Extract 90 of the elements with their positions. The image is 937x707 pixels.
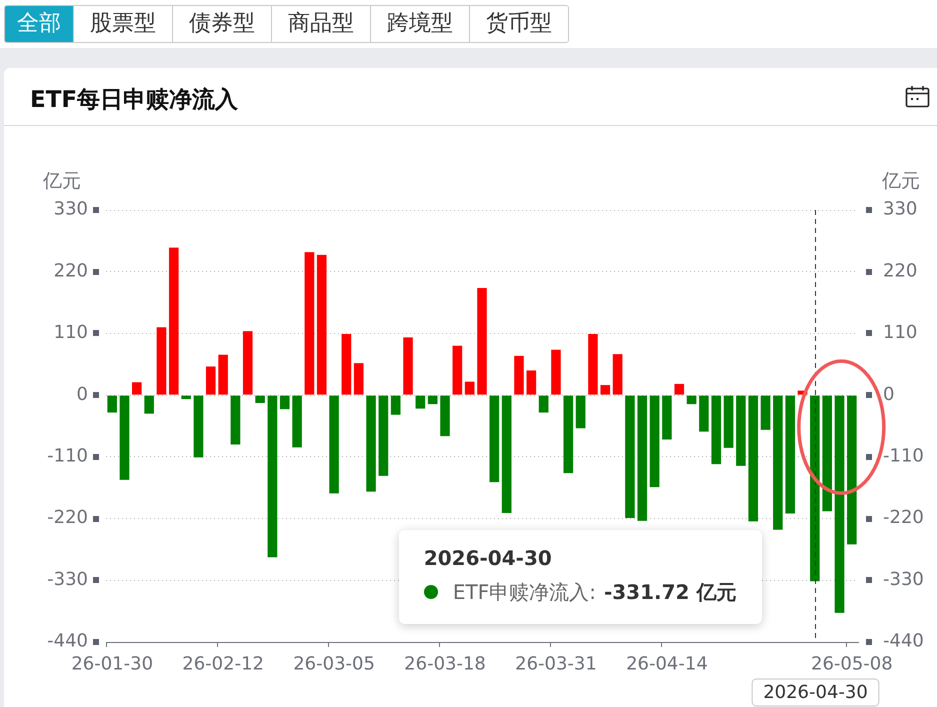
y-tick-label: -440 <box>47 630 88 652</box>
bar <box>822 396 832 512</box>
bar <box>650 396 660 488</box>
bar <box>292 396 302 448</box>
y2-tick-label: -110 <box>883 446 924 467</box>
bar <box>168 248 179 395</box>
bar <box>268 396 278 558</box>
tab[interactable]: 货币型 <box>469 6 568 42</box>
bar <box>699 396 709 432</box>
bar <box>490 396 500 482</box>
y2-tick-label: -440 <box>883 630 924 652</box>
x-tick-label: 26-02-12 <box>182 653 264 674</box>
bar <box>576 396 586 428</box>
bar <box>674 384 684 395</box>
y2-tick-label: -330 <box>883 568 924 590</box>
x-tick-label: 2026-04-30 <box>763 682 868 704</box>
bar <box>736 396 746 466</box>
bar <box>785 396 796 514</box>
bar <box>206 366 216 395</box>
y2-tick-label: 110 <box>883 322 918 344</box>
bar <box>390 396 401 415</box>
y-tick-label: 330 <box>54 198 88 220</box>
bar <box>600 385 610 395</box>
bar <box>538 396 548 413</box>
annotation: 2026-04-30 ETF申赎净流入: -331.72 亿元 <box>424 545 736 606</box>
chart-title: ETF每日申赎净流入 <box>30 86 238 115</box>
y-axis-title: 亿元 <box>42 170 81 192</box>
bar <box>366 396 376 492</box>
x-tick-label: 26-05-08 <box>810 653 893 674</box>
bar <box>526 370 536 395</box>
bar <box>464 382 474 395</box>
bar <box>477 288 487 395</box>
bar <box>440 396 450 436</box>
bar <box>502 396 512 513</box>
bar <box>329 396 339 494</box>
bar <box>834 396 844 613</box>
bar <box>218 354 228 395</box>
y-tick-label: -220 <box>47 507 88 528</box>
y2-tick-label: -220 <box>883 507 924 528</box>
x-tick-label: 26-03-31 <box>515 653 597 674</box>
bar <box>230 396 240 445</box>
bar <box>514 356 524 395</box>
bar <box>378 396 388 476</box>
bar <box>342 334 352 395</box>
bar <box>563 396 574 474</box>
bar <box>760 396 770 430</box>
bar <box>304 252 314 395</box>
bar <box>612 354 622 395</box>
bar <box>107 396 117 413</box>
bar <box>132 382 142 395</box>
bar <box>316 254 327 395</box>
bar <box>156 327 166 395</box>
bar <box>255 396 265 403</box>
bar <box>403 337 413 395</box>
bar <box>242 331 253 395</box>
bar <box>144 396 154 414</box>
bar <box>551 350 561 395</box>
y2-tick-label: 330 <box>883 198 918 220</box>
x-tick-label: 26-03-05 <box>293 653 375 674</box>
bar <box>416 396 426 409</box>
bar <box>428 396 438 404</box>
x-tick-label: 26-01-30 <box>71 653 154 674</box>
bar <box>120 396 130 480</box>
y-tick-label: 110 <box>54 322 88 344</box>
bar <box>588 334 598 395</box>
bar <box>810 396 820 582</box>
bar <box>181 396 191 400</box>
bar <box>748 396 758 522</box>
y-tick-label: 0 <box>76 384 88 405</box>
tooltip: 2026-04-30 ETF申赎净流入: -331.72 亿元 <box>398 530 762 624</box>
bar <box>637 396 648 521</box>
y-tick-label: 220 <box>54 260 88 282</box>
y-tick-label: -330 <box>47 568 88 590</box>
y-tick-label: -110 <box>47 446 88 467</box>
bar <box>711 396 722 464</box>
bar <box>452 346 462 395</box>
bar <box>625 396 635 518</box>
bar <box>686 396 696 404</box>
bar <box>773 396 783 530</box>
bar <box>354 363 364 395</box>
x-tick-label: 26-03-18 <box>404 653 486 674</box>
bar <box>847 396 857 544</box>
y2-tick-label: 0 <box>883 384 894 405</box>
bar <box>194 396 204 458</box>
bar <box>724 396 734 448</box>
y2-tick-label: 220 <box>883 260 918 282</box>
x-tick-label: 26-04-14 <box>626 653 708 674</box>
bar <box>280 396 290 410</box>
y2-axis-title: 亿元 <box>881 170 920 192</box>
bar <box>662 396 672 440</box>
